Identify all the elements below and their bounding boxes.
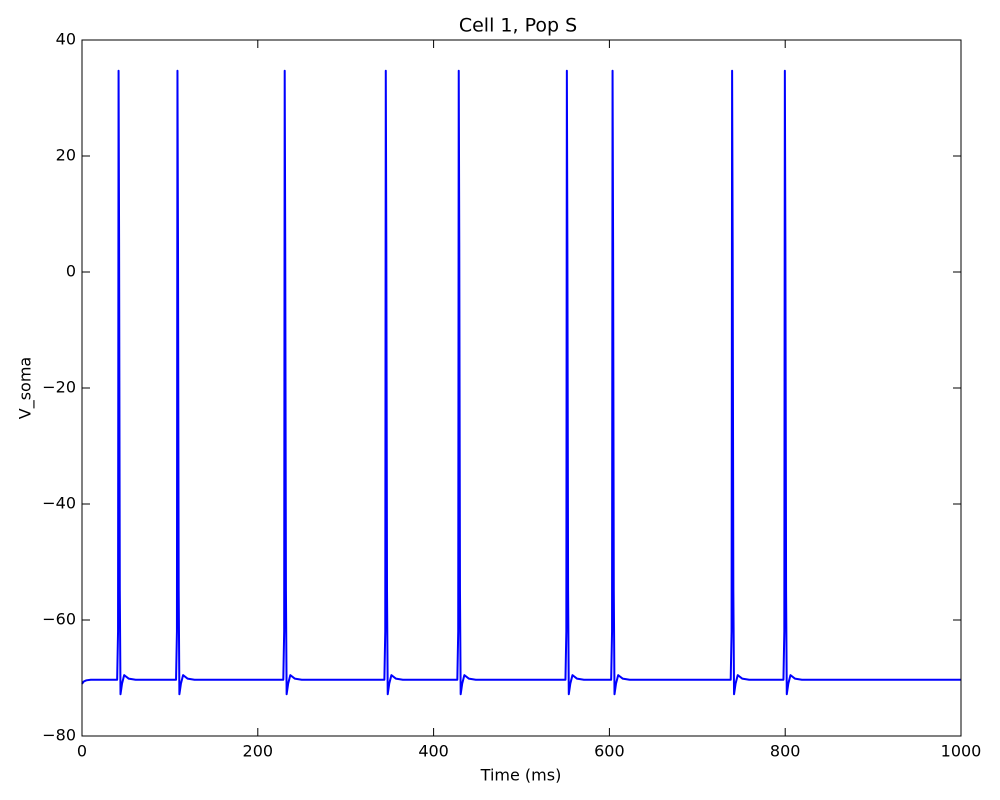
y-tick-label: 40 [56,30,76,49]
x-tick-label: 0 [77,742,87,761]
y-tick-label: −80 [42,726,76,745]
plot-frame [81,39,962,737]
data-line [81,69,961,696]
x-tick-label: 400 [418,742,449,761]
y-tick-label: −20 [42,378,76,397]
y-tick-label: −60 [42,610,76,629]
x-axis-label: Time (ms) [480,766,562,785]
y-tick-label: 0 [66,262,76,281]
x-tick-label: 800 [770,742,801,761]
y-tick-label: 20 [56,146,76,165]
x-tick-label: 600 [594,742,625,761]
x-tick-label: 200 [243,742,274,761]
chart-title: Cell 1, Pop S [459,15,577,37]
y-tick-label: −40 [42,494,76,513]
x-tick-label: 1000 [941,742,982,761]
y-axis-label: V_soma [16,357,36,419]
